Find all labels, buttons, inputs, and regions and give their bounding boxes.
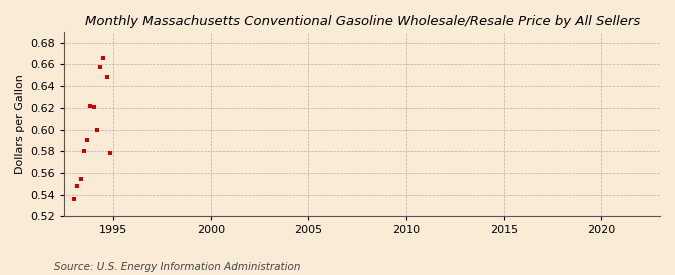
Text: Source: U.S. Energy Information Administration: Source: U.S. Energy Information Administ… — [54, 262, 300, 272]
Title: Monthly Massachusetts Conventional Gasoline Wholesale/Resale Price by All Seller: Monthly Massachusetts Conventional Gasol… — [84, 15, 640, 28]
Y-axis label: Dollars per Gallon: Dollars per Gallon — [15, 74, 25, 174]
